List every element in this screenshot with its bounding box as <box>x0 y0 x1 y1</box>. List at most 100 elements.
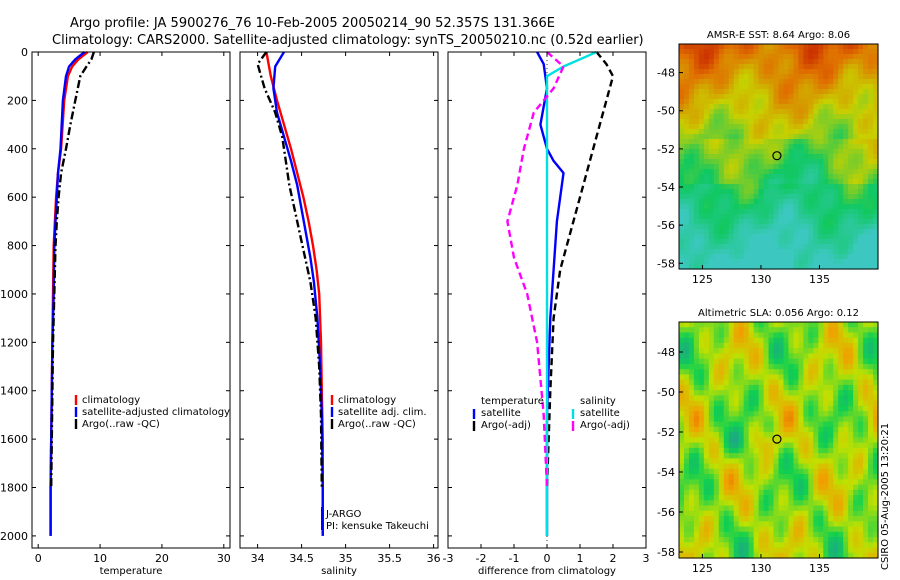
heatmap-cell <box>713 174 720 180</box>
heatmap-cell <box>798 327 804 334</box>
heatmap-cell <box>703 179 710 185</box>
heatmap-cell <box>733 154 740 160</box>
heatmap-cell <box>748 254 755 260</box>
heatmap-cell <box>763 264 770 270</box>
heatmap-cell <box>748 416 755 423</box>
heatmap-cell <box>808 69 814 75</box>
heatmap-cell <box>848 516 854 522</box>
heatmap-cell <box>743 510 750 517</box>
heatmap-cell <box>738 109 745 115</box>
heatmap-cell <box>783 400 790 407</box>
heatmap-cell <box>823 547 829 554</box>
heatmap-cell <box>768 463 775 470</box>
heatmap-cell <box>693 99 700 105</box>
heatmap-cell <box>788 400 795 407</box>
heatmap-cell <box>703 489 710 496</box>
heatmap-cell <box>738 209 745 215</box>
heatmap-cell <box>843 526 849 533</box>
heatmap-cell <box>748 458 755 465</box>
heatmap-cell <box>788 421 795 428</box>
heatmap-cell <box>828 244 834 250</box>
heatmap-cell <box>818 109 824 115</box>
heatmap-cell <box>728 179 735 185</box>
heatmap-cell <box>863 416 869 423</box>
heatmap-cell <box>728 64 735 70</box>
heatmap-cell <box>758 484 765 491</box>
heatmap-cell <box>748 194 755 200</box>
heatmap-cell <box>768 384 775 391</box>
heatmap-cell <box>798 189 804 195</box>
heatmap-cell <box>723 149 730 155</box>
heatmap-cell <box>683 348 690 355</box>
heatmap-cell <box>853 214 859 220</box>
heatmap-cell <box>753 411 760 417</box>
heatmap-cell <box>683 149 690 155</box>
heatmap-cell <box>808 531 814 538</box>
heatmap-cell <box>828 84 834 90</box>
heatmap-cell <box>679 224 685 230</box>
heatmap-cell <box>803 453 809 459</box>
heatmap-cell <box>778 149 785 155</box>
heatmap-cell <box>853 239 859 245</box>
heatmap-cell <box>788 199 795 205</box>
heatmap-cell <box>803 463 809 470</box>
heatmap-cell <box>823 468 829 475</box>
heatmap-cell <box>778 510 785 517</box>
heatmap-cell <box>843 537 849 543</box>
heatmap-cell <box>718 374 725 381</box>
heatmap-cell <box>763 184 770 190</box>
heatmap-cell <box>783 526 790 533</box>
heatmap-cell <box>848 129 854 135</box>
heatmap-cell <box>713 94 720 100</box>
heatmap-cell <box>843 337 849 344</box>
heatmap-cell <box>688 194 695 200</box>
heatmap-cell <box>748 500 755 507</box>
heatmap-cell <box>748 59 755 65</box>
heatmap-cell <box>793 489 799 496</box>
heatmap-cell <box>693 184 700 190</box>
heatmap-cell <box>843 322 849 328</box>
heatmap-cell <box>828 495 834 501</box>
heatmap-cell <box>788 458 795 465</box>
heatmap-cell <box>828 547 834 554</box>
heatmap-cell <box>863 432 869 438</box>
heatmap-cell <box>713 104 720 110</box>
heatmap-cell <box>753 184 760 190</box>
heatmap-cell <box>763 114 770 120</box>
heatmap-cell <box>743 84 750 90</box>
heatmap-cell <box>768 109 775 115</box>
heatmap-cell <box>808 149 814 155</box>
heatmap-cell <box>748 99 755 105</box>
heatmap-cell <box>778 164 785 170</box>
heatmap-cell <box>728 442 735 449</box>
heatmap-cell <box>833 432 839 438</box>
heatmap-cell <box>743 416 750 423</box>
heatmap-cell <box>813 144 819 150</box>
heatmap-cell <box>708 337 715 344</box>
heatmap-cell <box>683 209 690 215</box>
heatmap-cell <box>773 327 780 334</box>
heatmap-cell <box>743 411 750 417</box>
heatmap-cell <box>783 264 790 270</box>
heatmap-cell <box>863 144 869 150</box>
heatmap-cell <box>873 332 879 339</box>
heatmap-cell <box>873 254 879 260</box>
heatmap-cell <box>698 547 705 554</box>
heatmap-cell <box>853 199 859 205</box>
heatmap-cell <box>693 54 700 60</box>
heatmap-cell <box>783 395 790 402</box>
heatmap-cell <box>823 64 829 70</box>
heatmap-cell <box>728 489 735 496</box>
heatmap-cell <box>708 234 715 240</box>
heatmap-cell <box>853 489 859 496</box>
heatmap-cell <box>778 174 785 180</box>
heatmap-cell <box>688 358 695 365</box>
heatmap-cell <box>828 229 834 235</box>
legend-entry: Argo(-adj) <box>580 420 630 431</box>
heatmap-cell <box>738 437 745 444</box>
heatmap-cell <box>698 411 705 417</box>
heatmap-cell <box>713 463 720 470</box>
heatmap-cell <box>723 234 730 240</box>
heatmap-cell <box>743 249 750 255</box>
heatmap-cell <box>823 139 829 145</box>
